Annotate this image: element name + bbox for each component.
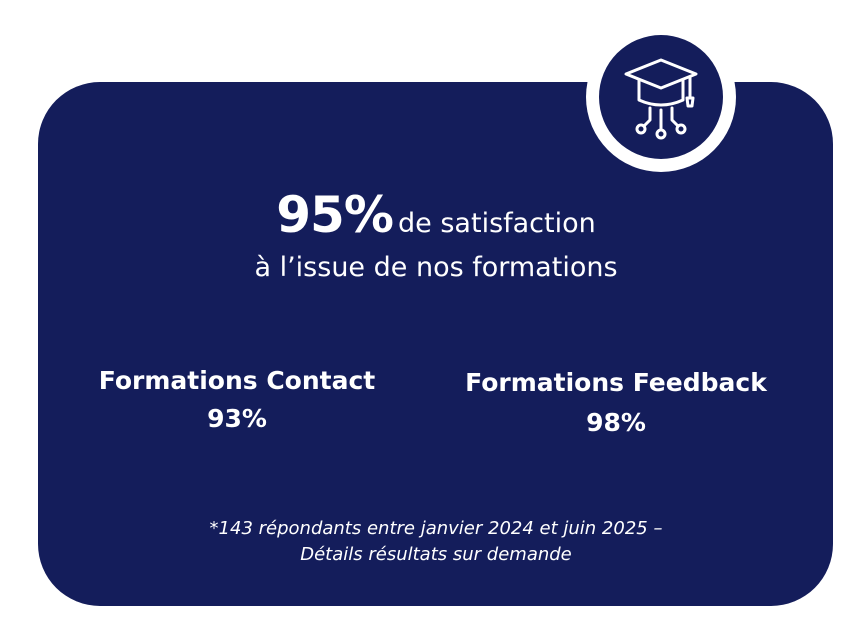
card xyxy=(38,82,833,606)
headline-value: 95% xyxy=(276,186,394,244)
footnote: Détails résultats sur demande xyxy=(300,544,572,565)
stat-label: Formations Feedback xyxy=(465,368,767,397)
footnote: *143 répondants entre janvier 2024 et ju… xyxy=(209,518,663,539)
stat-label: Formations Contact xyxy=(98,366,376,395)
headline: 95% de satisfaction xyxy=(276,186,596,244)
headline-line2: à l’issue de nos formations xyxy=(254,252,618,283)
headline-text: de satisfaction xyxy=(398,208,596,239)
badge-icon xyxy=(586,22,736,172)
stat-value: 93% xyxy=(207,404,267,433)
stat-value: 98% xyxy=(586,408,646,437)
